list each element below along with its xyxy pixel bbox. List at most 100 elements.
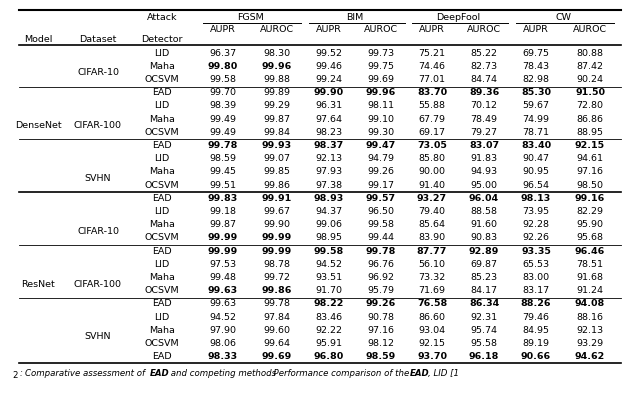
Text: AUROC: AUROC — [260, 24, 294, 34]
Text: 98.11: 98.11 — [367, 101, 394, 111]
Text: Maha: Maha — [149, 62, 175, 71]
Text: 78.71: 78.71 — [522, 128, 550, 137]
Text: 85.22: 85.22 — [470, 49, 497, 58]
Text: 99.75: 99.75 — [367, 62, 394, 71]
Text: 92.28: 92.28 — [522, 220, 550, 229]
Text: 99.87: 99.87 — [209, 220, 237, 229]
Text: 99.26: 99.26 — [366, 299, 396, 308]
Text: LID: LID — [154, 154, 170, 163]
Text: 92.89: 92.89 — [469, 247, 499, 256]
Text: 99.26: 99.26 — [367, 167, 394, 177]
Text: 99.49: 99.49 — [209, 128, 237, 137]
Text: 74.99: 74.99 — [522, 115, 550, 124]
Text: LID: LID — [154, 260, 170, 269]
Text: 98.95: 98.95 — [316, 233, 342, 243]
Text: 99.44: 99.44 — [367, 233, 394, 243]
Text: 94.52: 94.52 — [209, 313, 237, 322]
Text: 87.42: 87.42 — [577, 62, 604, 71]
Text: 94.08: 94.08 — [575, 299, 605, 308]
Text: Maha: Maha — [149, 167, 175, 177]
Text: 99.58: 99.58 — [314, 247, 344, 256]
Text: 90.83: 90.83 — [470, 233, 497, 243]
Text: 85.30: 85.30 — [521, 88, 551, 97]
Text: 95.58: 95.58 — [470, 339, 497, 348]
Text: 91.83: 91.83 — [470, 154, 497, 163]
Text: 97.38: 97.38 — [316, 181, 342, 190]
Text: 98.59: 98.59 — [209, 154, 237, 163]
Text: 84.74: 84.74 — [470, 75, 497, 84]
Text: 78.51: 78.51 — [577, 260, 604, 269]
Text: 90.78: 90.78 — [367, 313, 394, 322]
Text: 69.87: 69.87 — [470, 260, 497, 269]
Text: 99.18: 99.18 — [209, 207, 237, 216]
Text: 86.60: 86.60 — [419, 313, 445, 322]
Text: 99.88: 99.88 — [264, 75, 291, 84]
Text: 99.99: 99.99 — [262, 233, 292, 243]
Text: 95.74: 95.74 — [470, 326, 497, 335]
Text: SVHN: SVHN — [84, 174, 111, 183]
Text: 78.43: 78.43 — [522, 62, 550, 71]
Text: OCSVM: OCSVM — [145, 75, 179, 84]
Text: EAD: EAD — [152, 194, 172, 203]
Text: 96.31: 96.31 — [316, 101, 342, 111]
Text: AUROC: AUROC — [573, 24, 607, 34]
Text: 70.12: 70.12 — [470, 101, 497, 111]
Text: 95.91: 95.91 — [316, 339, 342, 348]
Text: 59.67: 59.67 — [522, 101, 550, 111]
Text: 99.24: 99.24 — [316, 75, 342, 84]
Text: 95.90: 95.90 — [577, 220, 604, 229]
Text: Model: Model — [24, 34, 52, 43]
Text: 98.33: 98.33 — [208, 352, 238, 361]
Text: 99.96: 99.96 — [262, 62, 292, 71]
Text: 90.24: 90.24 — [577, 75, 604, 84]
Text: 99.86: 99.86 — [262, 286, 292, 295]
Text: 82.73: 82.73 — [470, 62, 497, 71]
Text: 99.84: 99.84 — [264, 128, 291, 137]
Text: 99.89: 99.89 — [264, 88, 291, 97]
Text: 99.63: 99.63 — [209, 299, 237, 308]
Text: 99.83: 99.83 — [208, 194, 238, 203]
Text: 98.06: 98.06 — [209, 339, 237, 348]
Text: 93.35: 93.35 — [521, 247, 551, 256]
Text: BIM: BIM — [346, 13, 364, 21]
Text: 98.59: 98.59 — [366, 352, 396, 361]
Text: 69.17: 69.17 — [419, 128, 445, 137]
Text: 97.64: 97.64 — [316, 115, 342, 124]
Text: EAD: EAD — [152, 352, 172, 361]
Text: 73.32: 73.32 — [419, 273, 445, 282]
Text: CIFAR-10: CIFAR-10 — [77, 227, 119, 236]
Text: 88.16: 88.16 — [577, 313, 604, 322]
Text: DeepFool: DeepFool — [436, 13, 480, 21]
Text: 99.51: 99.51 — [209, 181, 237, 190]
Text: . Performance comparison of the: . Performance comparison of the — [268, 369, 412, 378]
Text: 94.62: 94.62 — [575, 352, 605, 361]
Text: 99.90: 99.90 — [264, 220, 291, 229]
Text: 83.46: 83.46 — [316, 313, 342, 322]
Text: 89.36: 89.36 — [469, 88, 499, 97]
Text: OCSVM: OCSVM — [145, 233, 179, 243]
Text: 99.96: 99.96 — [366, 88, 396, 97]
Text: 92.15: 92.15 — [419, 339, 445, 348]
Text: LID: LID — [154, 207, 170, 216]
Text: 99.70: 99.70 — [209, 88, 237, 97]
Text: and competing methods: and competing methods — [168, 369, 276, 378]
Text: EAD: EAD — [152, 247, 172, 256]
Text: , LID [1: , LID [1 — [428, 369, 459, 378]
Text: AUROC: AUROC — [364, 24, 398, 34]
Text: 99.45: 99.45 — [209, 167, 237, 177]
Text: CW: CW — [555, 13, 571, 21]
Text: 99.90: 99.90 — [314, 88, 344, 97]
Text: 91.68: 91.68 — [577, 273, 604, 282]
Text: 67.79: 67.79 — [419, 115, 445, 124]
Text: 96.04: 96.04 — [469, 194, 499, 203]
Text: 82.29: 82.29 — [577, 207, 604, 216]
Text: 97.16: 97.16 — [577, 167, 604, 177]
Text: 95.00: 95.00 — [470, 181, 497, 190]
Text: 98.30: 98.30 — [264, 49, 291, 58]
Text: 96.54: 96.54 — [522, 181, 550, 190]
Text: LID: LID — [154, 313, 170, 322]
Text: 99.07: 99.07 — [264, 154, 291, 163]
Text: 65.53: 65.53 — [522, 260, 550, 269]
Text: 99.57: 99.57 — [366, 194, 396, 203]
Text: 84.17: 84.17 — [470, 286, 497, 295]
